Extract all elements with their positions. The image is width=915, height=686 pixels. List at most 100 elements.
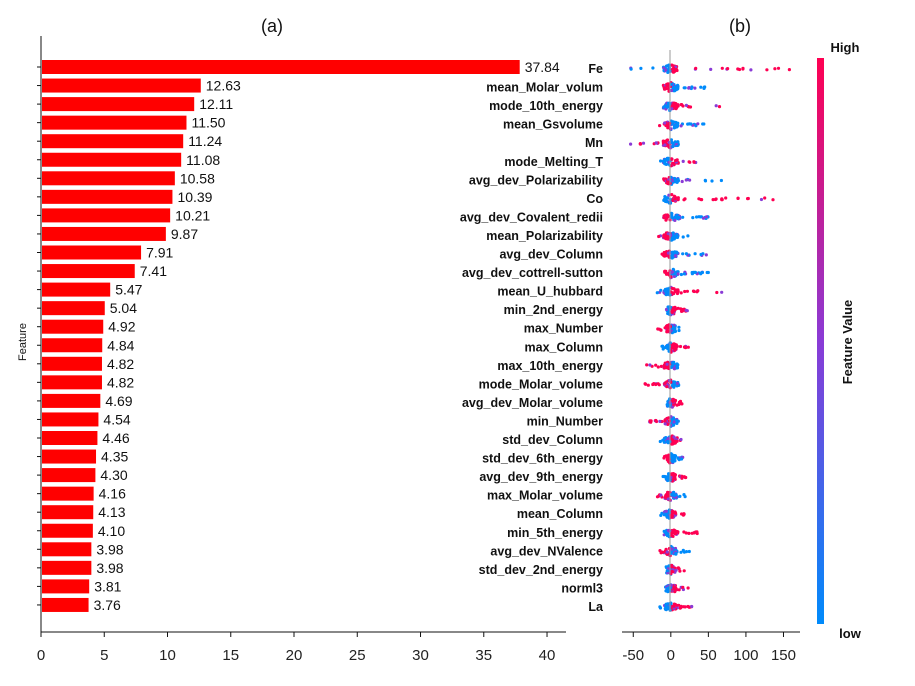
shap-point — [671, 267, 675, 271]
shap-point — [696, 122, 700, 126]
bar — [42, 189, 173, 204]
shap-beeswarm-panel: (b) Fe mean_Molar_volum mode_10th_energyme… — [460, 16, 862, 664]
bar — [42, 449, 97, 464]
shap-point — [644, 382, 648, 386]
shap-point — [696, 289, 700, 293]
shap-point — [702, 85, 706, 89]
bar-value-label: 7.41 — [140, 263, 167, 279]
shap-point — [663, 121, 667, 125]
feature-label: avg_dev_cottrell-sutton — [462, 266, 603, 280]
shap-point — [676, 270, 680, 274]
shap-point — [759, 197, 764, 202]
bar — [42, 152, 182, 167]
feature-label: norml3 — [561, 581, 603, 595]
shap-point — [700, 270, 705, 275]
shap-point — [675, 251, 679, 255]
shap-point — [648, 419, 652, 423]
bar — [42, 468, 96, 483]
shap-point — [664, 293, 668, 297]
shap-point — [665, 200, 669, 204]
shap-point — [670, 310, 674, 314]
feature-label: mean_Column — [517, 507, 603, 521]
bar — [42, 393, 101, 408]
shap-point — [674, 568, 678, 572]
shap-point — [682, 345, 687, 349]
shap-point — [672, 477, 676, 481]
feature-label: Mn — [585, 136, 603, 150]
shap-point — [679, 103, 683, 107]
feature-label: mean_Molar_volum — [486, 81, 603, 95]
colorbar-high-label: High — [831, 40, 860, 55]
x-tick-label: 40 — [539, 647, 556, 664]
shap-point — [688, 178, 692, 182]
shap-point — [670, 216, 675, 220]
shap-point — [646, 383, 650, 387]
shap-point — [672, 66, 676, 70]
x-tick-label: 35 — [475, 647, 492, 664]
shap-point — [659, 288, 663, 292]
shap-point — [679, 605, 683, 610]
shap-point — [719, 178, 724, 183]
shap-point — [673, 586, 678, 590]
bar-value-label: 4.82 — [107, 374, 134, 390]
shap-point — [671, 178, 675, 183]
shap-point — [665, 403, 669, 407]
shap-point — [724, 196, 728, 200]
shap-point — [670, 254, 674, 258]
shap-point — [654, 363, 658, 367]
shap-point — [678, 344, 683, 349]
shap-point — [720, 290, 724, 294]
shap-point — [674, 551, 678, 556]
feature-label: max_Column — [525, 340, 604, 354]
shap-point — [710, 179, 714, 183]
shap-point — [672, 420, 676, 424]
shap-point — [675, 421, 679, 425]
bar — [42, 60, 520, 74]
shap-point — [664, 307, 669, 312]
shap-point — [651, 66, 655, 70]
shap-point — [675, 291, 680, 296]
shap-point — [686, 234, 690, 238]
shap-point — [763, 196, 767, 200]
shap-point — [671, 384, 675, 388]
shap-point — [665, 513, 669, 517]
shap-point — [665, 569, 669, 573]
feature-label: Fe — [588, 62, 603, 76]
shap-point — [664, 272, 669, 276]
shap-point — [676, 121, 680, 125]
shap-point — [659, 513, 663, 518]
shap-point — [714, 104, 718, 108]
shap-point — [648, 363, 652, 367]
feature-label: avg_dev_NValence — [490, 544, 603, 558]
shap-point — [661, 347, 665, 351]
shap-point — [669, 88, 674, 93]
shap-point — [681, 235, 685, 239]
shap-point — [673, 218, 677, 222]
bar — [42, 431, 98, 445]
bar-value-label: 4.82 — [107, 356, 134, 372]
shap-point — [671, 326, 675, 331]
feature-label: max_10th_energy — [497, 359, 603, 373]
bar-value-label: 4.30 — [100, 467, 127, 483]
shap-point — [701, 122, 705, 126]
shap-point — [682, 512, 686, 516]
shap-point — [664, 68, 668, 72]
shap-point — [666, 365, 670, 369]
shap-point — [737, 67, 742, 72]
shap-point — [675, 364, 679, 368]
shap-point — [659, 159, 663, 163]
shap-point — [659, 328, 663, 332]
shap-x-tick-label: -50 — [622, 647, 644, 664]
shap-x-tick-label: 150 — [771, 647, 796, 664]
bar — [42, 579, 90, 594]
shap-point — [670, 547, 674, 551]
bar-value-label: 4.54 — [103, 411, 130, 427]
shap-point — [672, 398, 676, 402]
shap-point — [663, 195, 667, 199]
shap-point — [676, 272, 680, 276]
shap-point — [663, 495, 668, 499]
shap-point — [639, 66, 643, 70]
bar — [42, 412, 99, 427]
shap-point — [658, 605, 662, 609]
